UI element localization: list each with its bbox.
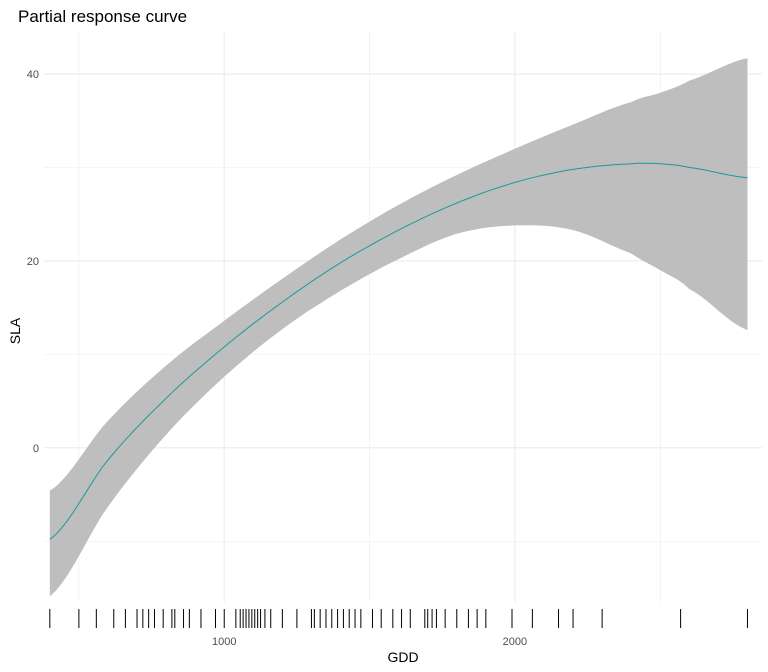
grid-lines bbox=[44, 32, 762, 602]
y-tick-label: 20 bbox=[27, 256, 39, 268]
x-tick-label: 1000 bbox=[212, 636, 236, 648]
y-tick-label: 40 bbox=[27, 69, 39, 81]
y-tick-label: 0 bbox=[33, 443, 39, 455]
x-axis-title: GDD bbox=[387, 649, 418, 665]
chart-title: Partial response curve bbox=[18, 7, 187, 26]
confidence-band bbox=[49, 58, 748, 597]
y-tick-labels: 0 20 40 bbox=[27, 69, 39, 455]
x-tick-label: 2000 bbox=[503, 636, 527, 648]
y-axis-title: SLA bbox=[7, 317, 23, 344]
rug-marks bbox=[49, 609, 748, 628]
x-tick-labels: 1000 2000 bbox=[212, 636, 527, 648]
fitted-line bbox=[49, 162, 748, 540]
